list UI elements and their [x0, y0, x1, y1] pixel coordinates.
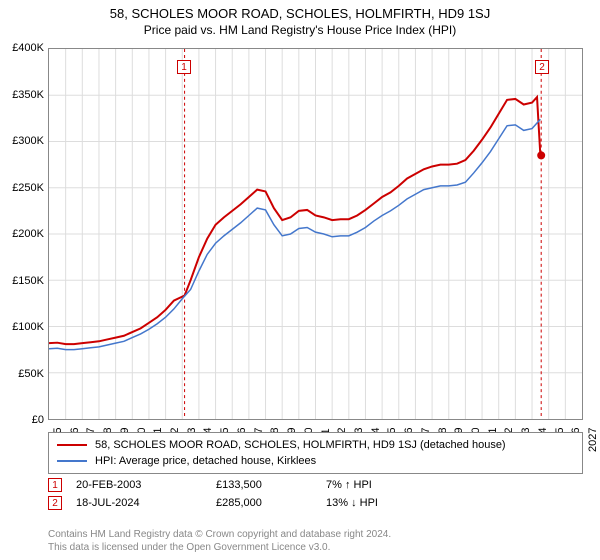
- marker-flag: 1: [177, 60, 191, 74]
- y-tick-label: £100K: [0, 321, 44, 333]
- marker-pct-1: 7% ↑ HPI: [326, 479, 446, 491]
- marker-pct-2: 13% ↓ HPI: [326, 497, 446, 509]
- chart-footer: Contains HM Land Registry data © Crown c…: [48, 528, 391, 554]
- chart-plot-area: [48, 48, 583, 420]
- chart-subtitle: Price paid vs. HM Land Registry's House …: [0, 21, 600, 37]
- marker-box-1: 1: [48, 478, 62, 492]
- y-tick-label: £200K: [0, 228, 44, 240]
- y-tick-label: £0: [0, 414, 44, 426]
- marker-row-1: 1 20-FEB-2003 £133,500 7% ↑ HPI: [48, 476, 583, 494]
- legend-label-property: 58, SCHOLES MOOR ROAD, SCHOLES, HOLMFIRT…: [95, 439, 506, 451]
- marker-row-2: 2 18-JUL-2024 £285,000 13% ↓ HPI: [48, 494, 583, 512]
- y-tick-label: £400K: [0, 42, 44, 54]
- marker-date-2: 18-JUL-2024: [76, 497, 216, 509]
- legend-swatch-property: [57, 444, 87, 446]
- y-tick-label: £350K: [0, 89, 44, 101]
- chart-legend: 58, SCHOLES MOOR ROAD, SCHOLES, HOLMFIRT…: [48, 432, 583, 474]
- markers-table: 1 20-FEB-2003 £133,500 7% ↑ HPI 2 18-JUL…: [48, 476, 583, 512]
- footer-line-2: This data is licensed under the Open Gov…: [48, 541, 391, 554]
- legend-item-property: 58, SCHOLES MOOR ROAD, SCHOLES, HOLMFIRT…: [57, 437, 574, 453]
- legend-swatch-hpi: [57, 460, 87, 462]
- y-tick-label: £250K: [0, 182, 44, 194]
- x-tick-label: 2027: [587, 428, 599, 452]
- marker-price-2: £285,000: [216, 497, 326, 509]
- y-tick-label: £300K: [0, 135, 44, 147]
- y-tick-label: £50K: [0, 368, 44, 380]
- legend-label-hpi: HPI: Average price, detached house, Kirk…: [95, 455, 316, 467]
- marker-date-1: 20-FEB-2003: [76, 479, 216, 491]
- footer-line-1: Contains HM Land Registry data © Crown c…: [48, 528, 391, 541]
- marker-box-2: 2: [48, 496, 62, 510]
- marker-price-1: £133,500: [216, 479, 326, 491]
- chart-title: 58, SCHOLES MOOR ROAD, SCHOLES, HOLMFIRT…: [0, 0, 600, 21]
- marker-flag: 2: [535, 60, 549, 74]
- legend-item-hpi: HPI: Average price, detached house, Kirk…: [57, 453, 574, 469]
- y-tick-label: £150K: [0, 275, 44, 287]
